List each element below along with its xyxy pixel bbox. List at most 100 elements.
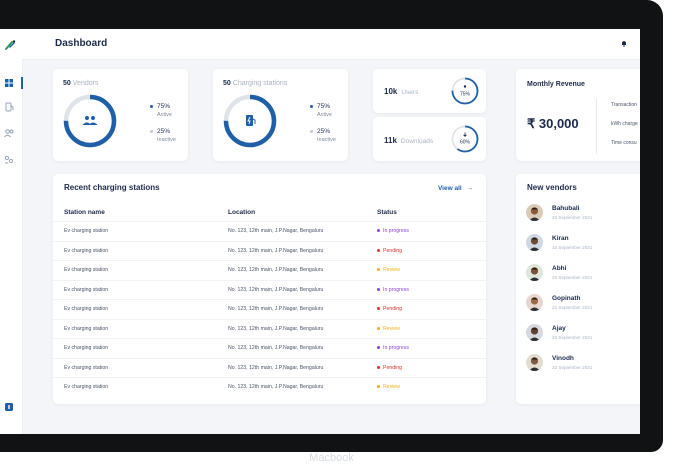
vendor-item[interactable]: Kiran 15 September 2021 (526, 234, 640, 254)
stations-active-arc (223, 94, 277, 148)
status-dot (377, 365, 380, 369)
vendor-date: 22 September 2021 (552, 275, 593, 280)
stations-active-pct: 75% (317, 103, 331, 110)
revenue-line-transaction: Transaction (611, 102, 637, 108)
station-name-cell: Ev charging station (64, 306, 109, 312)
vendor-date: 15 September 2021 (552, 245, 593, 250)
table-row[interactable]: Ev charging station No. 123, 12th main, J… (53, 338, 486, 358)
status-text: Pending (383, 306, 403, 312)
vendors-legend-inactive: 25% Inactive (150, 128, 176, 143)
station-name-cell: Ev charging station (64, 345, 109, 351)
vendor-item[interactable]: Gopinath 22 September 2021 (526, 294, 640, 314)
table-row[interactable]: Ev charging station No. 123, 12th main, J… (53, 377, 486, 397)
column-header-status: Status (377, 209, 397, 216)
vendor-name: Gopinath (552, 295, 581, 302)
users-icon[interactable] (3, 127, 15, 139)
status-text: Pending (383, 247, 403, 254)
vendor-item[interactable]: Vinodh 22 September 2021 (526, 354, 640, 374)
station-icon[interactable] (3, 101, 15, 113)
vendor-date: 22 September 2021 (552, 215, 593, 220)
table-row[interactable]: Ev charging station No. 123, 12th main, J… (53, 279, 486, 300)
location-cell: No. 123, 12th main, J.P.Nagar, Bengaluru (228, 325, 324, 332)
users-count: 10k (384, 87, 398, 96)
sidebar (0, 29, 23, 434)
revenue-line-kwh: kWh charge (611, 121, 638, 127)
users-progress-ring: 75% (451, 77, 479, 105)
status-cell: In progress (377, 287, 409, 293)
stations-card: 50 Charging stations 75% Active 25% Inact… (213, 69, 348, 161)
table-row[interactable]: Ev charging station No. 123, 12th main, J… (53, 221, 486, 241)
legend-dot (150, 129, 153, 133)
stations-donut-chart (223, 94, 277, 148)
table-row[interactable]: Ev charging station No. 123, 12th main, J… (53, 357, 486, 378)
bell-icon[interactable] (620, 39, 628, 47)
status-text: In progress (383, 345, 409, 351)
status-cell: Review (377, 384, 400, 390)
station-name-cell: Ev charging station (64, 228, 109, 234)
downloads-card: 11k Downloads 60% (373, 117, 486, 161)
vendor-item[interactable]: Bahubali 22 September 2021 (526, 204, 640, 224)
revenue-line-time: Time consu (611, 140, 637, 146)
vendor-item[interactable]: Abhi 22 September 2021 (526, 264, 640, 284)
vendor-name: Kiran (552, 235, 569, 242)
status-cell: Pending (377, 365, 402, 371)
stations-count: 50 (223, 80, 231, 87)
table-row[interactable]: Ev charging station No. 123, 12th main, J… (53, 299, 486, 319)
top-bar: Dashboard (22, 29, 640, 60)
users-card: 10k Users 75% (373, 69, 486, 113)
avatar (526, 264, 543, 281)
status-dot (377, 326, 380, 330)
users-label: Users (401, 89, 419, 96)
dashboard-icon[interactable] (3, 77, 15, 89)
stations-legend-inactive: 25% Inactive (310, 128, 336, 143)
location-cell: No. 123, 12th main, J.P.Nagar, Bengaluru (228, 364, 324, 371)
status-text: Review (383, 384, 401, 390)
vendor-date: 22 September 2021 (552, 335, 593, 340)
avatar (526, 294, 543, 311)
table-row[interactable]: Ev charging station No. 123, 12th main, J… (53, 260, 486, 280)
stations-inactive-pct: 25% (317, 128, 331, 135)
app-screen: Dashboard 50 Vendors 7 (0, 29, 640, 434)
users-group-icon (82, 116, 98, 125)
vendors-donut-chart (63, 94, 117, 148)
new-vendors-title: New vendors (527, 183, 577, 192)
settings-icon[interactable] (3, 401, 15, 413)
vendors-card: 50 Vendors 75% Active 25% Inactive (53, 69, 188, 161)
vendor-name: Abhi (552, 265, 567, 272)
location-cell: No. 123, 12th main, J.P.Nagar, Bengaluru (228, 286, 324, 293)
stations-stat-header: 50 Charging stations (223, 80, 287, 87)
revenue-amount: ₹ 30,000 (527, 116, 579, 131)
view-all-label: View all (437, 185, 462, 192)
status-cell: In progress (377, 345, 409, 351)
location-cell: No. 123, 12th main, J.P.Nagar, Bengaluru (228, 384, 324, 390)
location-cell: No. 123, 12th main, J.P.Nagar, Bengaluru (228, 306, 324, 312)
device-label: Macbook (309, 452, 354, 464)
status-text: In progress (383, 286, 409, 293)
vendor-item[interactable]: Ajay 22 September 2021 (526, 324, 640, 344)
station-name-cell: Ev charging station (64, 247, 109, 254)
stations-legend-active: 75% Active (310, 103, 332, 118)
download-icon (463, 132, 467, 137)
status-text: Review (383, 267, 401, 273)
downloads-stat: 11k Downloads (384, 136, 433, 145)
station-name-cell: Ev charging station (64, 286, 109, 293)
status-dot (377, 287, 380, 291)
view-all-link[interactable]: View all → (438, 185, 473, 192)
status-dot (377, 385, 380, 389)
charger-icon (246, 115, 256, 126)
stations-active-label: Active (317, 112, 332, 118)
table-row[interactable]: Ev charging station No. 123, 12th main, J… (53, 318, 486, 339)
users-pct: 75% (460, 92, 471, 98)
users-ring-arc (451, 77, 479, 105)
legend-dot (150, 104, 153, 108)
vendors-stat-header: 50 Vendors (63, 80, 98, 87)
vendors-icon[interactable] (3, 154, 15, 166)
downloads-label: Downloads (400, 138, 434, 145)
vendor-name: Ajay (552, 325, 566, 332)
revenue-card: Monthly Revenue ₹ 30,000 Transaction kWh… (516, 69, 640, 161)
logo-icon (5, 40, 16, 50)
table-row[interactable]: Ev charging station No. 123, 12th main, J… (53, 240, 486, 261)
status-dot (377, 229, 380, 233)
status-cell: In progress (377, 228, 409, 234)
status-dot (377, 346, 380, 350)
